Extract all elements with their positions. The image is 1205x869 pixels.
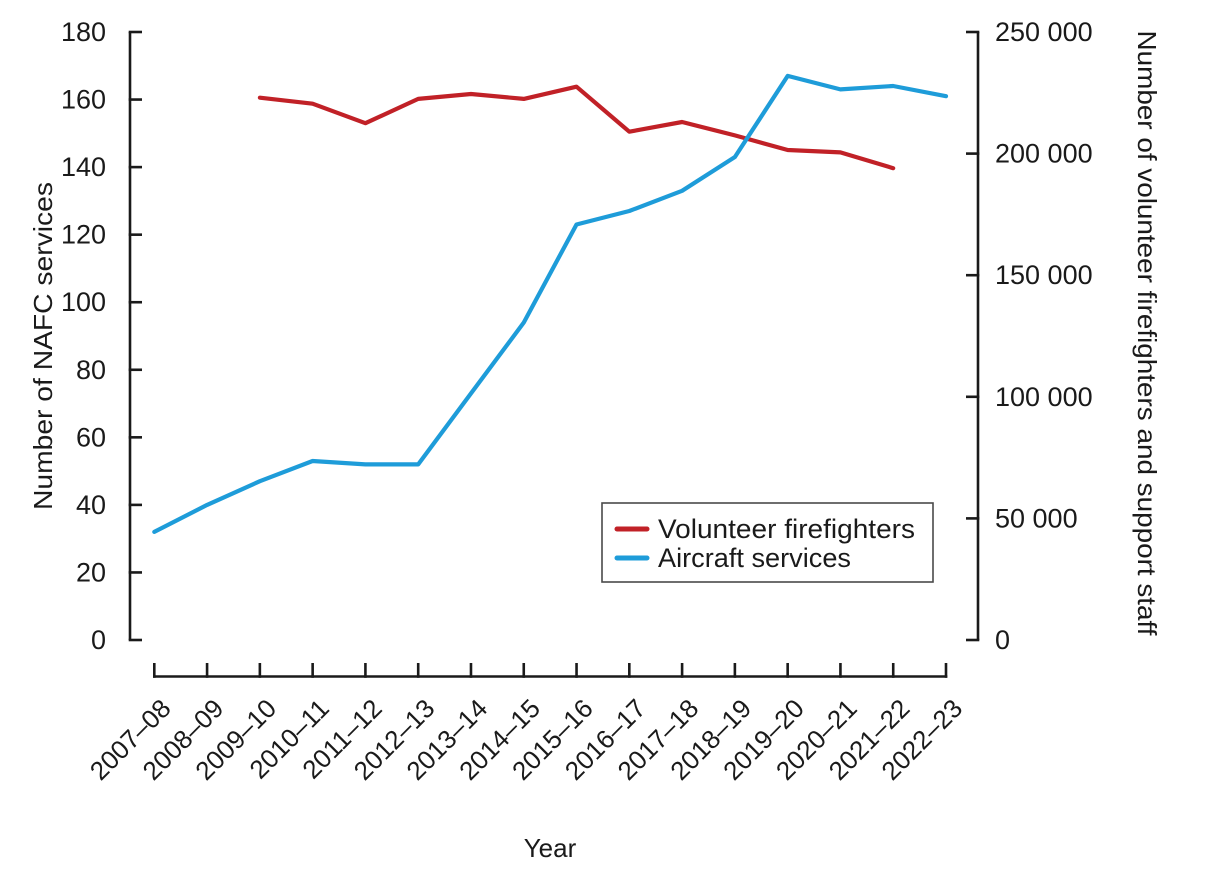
right-axis-tick-label: 200 000 (995, 139, 1093, 169)
left-axis-tick-label: 80 (76, 355, 106, 385)
left-axis-tick-label: 160 (61, 85, 106, 115)
series-group (152, 73, 949, 534)
right-axis-tick-label: 100 000 (995, 382, 1093, 412)
right-axis-tick-label: 50 000 (995, 503, 1078, 533)
left-axis-tick-label: 140 (61, 152, 106, 182)
series-volunteer-firefighters-line (257, 84, 896, 171)
legend-item-volunteer-firefighters: Volunteer firefighters (614, 514, 915, 544)
left-axis-title: Number of NAFC services (28, 182, 58, 510)
left-axis-tick-label: 120 (61, 220, 106, 250)
right-axis-tick-label: 150 000 (995, 260, 1093, 290)
right-axis-title: Number of volunteer firefighters and sup… (1132, 31, 1162, 637)
legend-item-label: Volunteer firefighters (658, 514, 915, 544)
left-axis-tick-label: 180 (61, 17, 106, 47)
left-axis: 0 20 40 60 80 100 120 140 160 180 Number of NAFC s… (28, 17, 142, 655)
right-axis-tick-label: 250 000 (995, 17, 1093, 47)
right-axis: 0 50 000 100 000 150 000 200 000 250 000 Numbe… (966, 17, 1162, 655)
legend-item-label: Aircraft services (658, 543, 851, 573)
right-axis-tick-label: 0 (995, 625, 1010, 655)
left-axis-tick-label: 40 (76, 490, 106, 520)
series-aircraft-services-line (152, 73, 949, 534)
left-axis-tick-label: 60 (76, 422, 106, 452)
left-axis-tick-label: 20 (76, 557, 106, 587)
left-axis-tick-label: 100 (61, 287, 106, 317)
x-axis-title: Year (524, 833, 577, 863)
x-axis: 2007–082008–092009–102010–112011–122012–… (84, 663, 968, 863)
left-axis-tick-label: 0 (91, 625, 106, 655)
legend-item-aircraft-services: Aircraft services (614, 543, 851, 573)
legend-box (601, 502, 934, 583)
